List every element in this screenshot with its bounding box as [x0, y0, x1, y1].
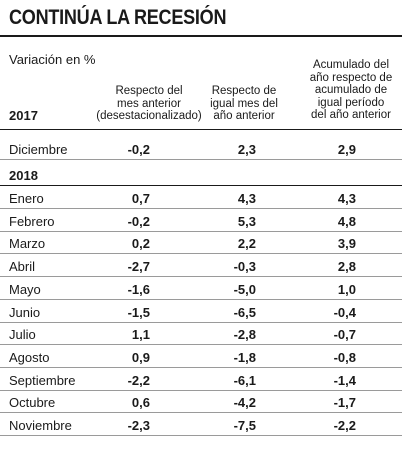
row-rule [0, 230, 402, 232]
cell-value: -2,2 [333, 418, 356, 433]
row-label: Octubre [9, 395, 56, 411]
row-rule [0, 344, 402, 346]
cell-value: 4,8 [337, 213, 356, 229]
cell-value: 2,2 [237, 236, 256, 252]
column-header-line: del año anterior [311, 109, 391, 121]
table-row: Agosto 0,9 -1,8 -0,8 [0, 346, 402, 368]
cell-value: -1,6 [127, 281, 150, 297]
row-label: Abril [9, 259, 36, 275]
unit-label: Variación en % [9, 52, 96, 67]
table-row: Mayo -1,6 -5,0 1,0 [0, 278, 402, 300]
column-header-line: mes anterior [117, 97, 181, 110]
cell-value: -0,2 [127, 213, 150, 229]
row-rule [0, 389, 402, 391]
cell-value: -0,2 [127, 142, 150, 157]
cell-value: 1,1 [131, 327, 150, 343]
row-label: Julio [9, 327, 36, 343]
table-row: Marzo 0,2 2,2 3,9 [0, 232, 402, 254]
row-rule [0, 298, 402, 300]
column-header-line: Respecto del [115, 85, 183, 97]
row-label: Septiembre [9, 372, 76, 388]
row-label: Junio [9, 304, 41, 320]
cell-value: 2,9 [337, 142, 356, 157]
title-rule [0, 35, 402, 37]
cell-value: -0,8 [333, 349, 356, 365]
row-label: Marzo [9, 236, 46, 252]
cell-value: -2,7 [127, 259, 150, 275]
column-header-1: Respecto del mes anterior (desestacionaliz… [90, 85, 208, 123]
cell-value: -1,8 [233, 349, 256, 365]
cell-value: 0,9 [131, 349, 150, 365]
cell-value: 4,3 [237, 191, 256, 206]
cell-value: 2,8 [337, 259, 356, 275]
year-rule [0, 185, 402, 186]
column-header-line: acumulado de [314, 84, 388, 96]
cell-value: 3,9 [337, 236, 356, 252]
row-rule [0, 435, 402, 436]
row-label: Diciembre [9, 142, 68, 157]
row-rule [0, 321, 402, 323]
row-rule [0, 253, 402, 255]
table-row: Enero 0,7 4,3 4,3 [0, 187, 402, 209]
row-rule [0, 208, 402, 209]
table-row: Julio 1,1 -2,8 -0,7 [0, 323, 402, 345]
row-rule [0, 159, 402, 160]
column-header-line: Respecto de [211, 85, 277, 97]
row-label: Enero [9, 191, 44, 206]
column-header-3: Acumulado del año respecto de acumulado de… [296, 59, 402, 122]
cell-value: 4,3 [337, 191, 356, 206]
cell-value: -4,2 [233, 395, 256, 411]
year-label: 2018 [9, 168, 38, 183]
column-header-line: (desestacionalizado) [96, 110, 202, 122]
table-title: CONTINÚA LA RECESIÓN [9, 6, 227, 29]
row-label: Noviembre [9, 418, 72, 433]
cell-value: -0,4 [333, 304, 356, 320]
table-row: Diciembre -0,2 2,3 2,9 [0, 138, 402, 160]
cell-value: 5,3 [237, 213, 256, 229]
cell-value: -6,5 [233, 304, 256, 320]
cell-value: -0,7 [333, 327, 356, 343]
table-row: Abril -2,7 -0,3 2,8 [0, 255, 402, 277]
cell-value: 0,2 [131, 236, 150, 252]
column-header-line: igual período [317, 96, 385, 109]
cell-value: -7,5 [233, 418, 256, 433]
row-rule [0, 276, 402, 278]
table-row: Febrero -0,2 5,3 4,8 [0, 210, 402, 232]
column-header-line: año respecto de [309, 71, 393, 84]
cell-value: -1,5 [127, 304, 150, 320]
cell-value: -0,3 [233, 259, 256, 275]
cell-value: -1,4 [333, 372, 356, 388]
column-header-2: Respecto de igual mes del año anterior [186, 85, 302, 123]
cell-value: -5,0 [233, 281, 256, 297]
row-rule [0, 412, 402, 414]
year-label: 2017 [9, 108, 38, 123]
column-header-line: igual mes del [210, 97, 278, 110]
cell-value: -6,1 [233, 372, 256, 388]
row-label: Agosto [9, 349, 50, 365]
table-row: Octubre 0,6 -4,2 -1,7 [0, 391, 402, 413]
row-rule [0, 366, 402, 368]
cell-value: 1,0 [337, 281, 356, 297]
column-header-line: año anterior [213, 110, 275, 122]
cell-value: 0,6 [131, 395, 150, 411]
table-row: Junio -1,5 -6,5 -0,4 [0, 301, 402, 323]
row-label: Mayo [9, 281, 41, 297]
cell-value: -2,3 [127, 418, 150, 433]
cell-value: -1,7 [333, 395, 356, 411]
cell-value: 0,7 [131, 191, 150, 206]
header-rule [0, 129, 402, 130]
cell-value: 2,3 [237, 142, 256, 157]
row-label: Febrero [9, 213, 55, 229]
table-row: Septiembre -2,2 -6,1 -1,4 [0, 369, 402, 391]
cell-value: -2,2 [127, 372, 150, 388]
cell-value: -2,8 [233, 327, 256, 343]
table-row: Noviembre -2,3 -7,5 -2,2 [0, 414, 402, 436]
column-header-line: Acumulado del [312, 59, 390, 71]
